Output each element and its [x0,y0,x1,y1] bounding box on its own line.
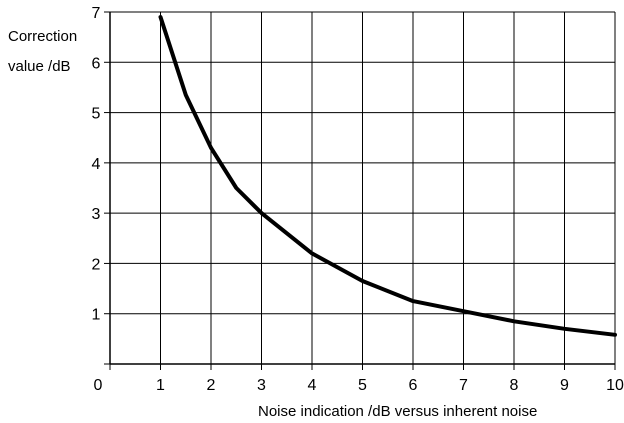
grid [110,11,616,364]
x-tick-labels: 0 1 2 3 4 5 6 7 8 9 10 [94,377,624,394]
y-tick-labels: 1 2 3 4 5 6 7 [92,5,101,324]
x-tick-label: 6 [409,377,418,394]
y-tick-label: 3 [92,206,101,223]
y-tick-label: 6 [92,55,101,72]
x-tick-label: 2 [207,377,216,394]
correction-curve [158,15,617,337]
x-axis-title: Noise indication /dB versus inherent noi… [258,403,537,420]
x-tick-label: 9 [560,377,569,394]
y-tick-label: 2 [92,256,101,273]
y-tick-label: 5 [92,106,101,123]
x-tick-label: 7 [459,377,468,394]
y-tick-label: 1 [92,307,101,324]
x-tick-label: 4 [308,377,317,394]
x-tick-label: 1 [156,377,165,394]
y-tick-label: 4 [92,156,101,173]
y-axis-title-line2: value /dB [8,58,71,75]
x-tick-label: 5 [358,377,367,394]
y-axis-title-line1: Correction [8,28,77,45]
x-tick-label: 3 [257,377,266,394]
axes [104,11,616,370]
x-tick-label: 0 [94,377,103,394]
y-tick-label: 7 [92,5,101,22]
x-tick-label: 10 [606,377,624,394]
x-tick-label: 8 [510,377,519,394]
